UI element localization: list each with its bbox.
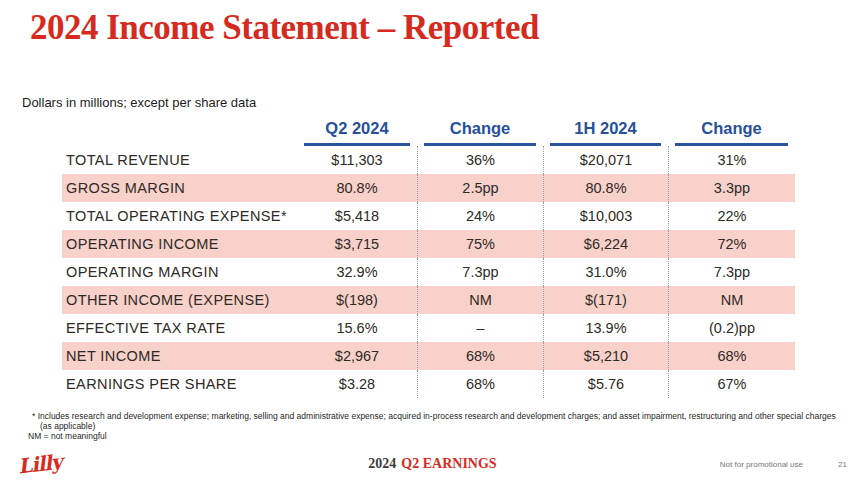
units-note: Dollars in millions; except per share da… (22, 95, 256, 110)
cell-value: 31.0% (543, 258, 668, 286)
column-header-1h-2024: 1H 2024 (550, 119, 661, 146)
table-row: OPERATING MARGIN 32.9% 7.3pp 31.0% 7.3pp (62, 258, 795, 286)
table-row: EFFECTIVE TAX RATE 15.6% – 13.9% (0.2)pp (62, 314, 795, 342)
footer-disclaimer: Not for promotional use (720, 460, 803, 469)
cell-value: 22% (668, 202, 795, 230)
cell-value: 7.3pp (417, 258, 543, 286)
cell-value: $(171) (543, 286, 668, 314)
cell-value: 68% (417, 342, 543, 370)
header-spacer (69, 141, 290, 146)
row-label: NET INCOME (62, 348, 297, 364)
row-label: OTHER INCOME (EXPENSE) (62, 292, 297, 308)
table-row: TOTAL REVENUE $11,303 36% $20,071 31% (62, 146, 795, 174)
cell-value: $10,003 (543, 202, 668, 230)
cell-value: $20,071 (543, 146, 668, 174)
table-body: TOTAL REVENUE $11,303 36% $20,071 31% GR… (62, 146, 795, 398)
cell-value: 2.5pp (417, 174, 543, 202)
cell-value: $(198) (297, 286, 417, 314)
cell-value: 32.9% (297, 258, 417, 286)
table-row: TOTAL OPERATING EXPENSE* $5,418 24% $10,… (62, 202, 795, 230)
table-row: NET INCOME $2,967 68% $5,210 68% (62, 342, 795, 370)
cell-value: 7.3pp (668, 258, 795, 286)
footnote-line: NM = not meaningful (28, 431, 843, 441)
cell-value: $6,224 (543, 230, 668, 258)
cell-value: 67% (668, 370, 795, 398)
row-label: EARNINGS PER SHARE (62, 376, 297, 392)
footer-event-year: 2024 (368, 456, 396, 471)
cell-value: 75% (417, 230, 543, 258)
row-label: TOTAL REVENUE (62, 152, 297, 168)
cell-value: 31% (668, 146, 795, 174)
cell-value: 3.3pp (668, 174, 795, 202)
column-header-change-1h: Change (675, 119, 788, 146)
footnote-line: (as applicable) (28, 421, 843, 431)
cell-value: 80.8% (297, 174, 417, 202)
footnotes: * Includes research and development expe… (28, 411, 843, 441)
cell-value: – (417, 314, 543, 342)
row-label: OPERATING INCOME (62, 236, 297, 252)
cell-value: 13.9% (543, 314, 668, 342)
footnote-line: * Includes research and development expe… (28, 411, 843, 421)
cell-value: $5.76 (543, 370, 668, 398)
cell-value: $3,715 (297, 230, 417, 258)
table-row: OPERATING INCOME $3,715 75% $6,224 72% (62, 230, 795, 258)
cell-value: 68% (417, 370, 543, 398)
footer-event-name: Q2 EARNINGS (401, 456, 496, 471)
cell-value: 68% (668, 342, 795, 370)
table-row: OTHER INCOME (EXPENSE) $(198) NM $(171) … (62, 286, 795, 314)
row-label: GROSS MARGIN (62, 180, 297, 196)
cell-value: 36% (417, 146, 543, 174)
page-title: 2024 Income Statement – Reported (30, 8, 539, 48)
cell-value: $11,303 (297, 146, 417, 174)
cell-value: $5,210 (543, 342, 668, 370)
column-header-q2-2024: Q2 2024 (304, 119, 410, 146)
table-header-row: Q2 2024 Change 1H 2024 Change (62, 116, 795, 146)
table-row: GROSS MARGIN 80.8% 2.5pp 80.8% 3.3pp (62, 174, 795, 202)
cell-value: 80.8% (543, 174, 668, 202)
cell-value: $3.28 (297, 370, 417, 398)
column-header-change-q2: Change (424, 119, 536, 146)
cell-value: $2,967 (297, 342, 417, 370)
row-label: EFFECTIVE TAX RATE (62, 320, 297, 336)
cell-value: NM (417, 286, 543, 314)
income-statement-table: Q2 2024 Change 1H 2024 Change TOTAL REVE… (62, 116, 795, 398)
cell-value: NM (668, 286, 795, 314)
cell-value: 15.6% (297, 314, 417, 342)
row-label: TOTAL OPERATING EXPENSE* (62, 208, 297, 224)
page-number: 21 (838, 460, 847, 469)
cell-value: (0.2)pp (668, 314, 795, 342)
cell-value: 72% (668, 230, 795, 258)
table-row: EARNINGS PER SHARE $3.28 68% $5.76 67% (62, 370, 795, 398)
cell-value: $5,418 (297, 202, 417, 230)
cell-value: 24% (417, 202, 543, 230)
row-label: OPERATING MARGIN (62, 264, 297, 280)
